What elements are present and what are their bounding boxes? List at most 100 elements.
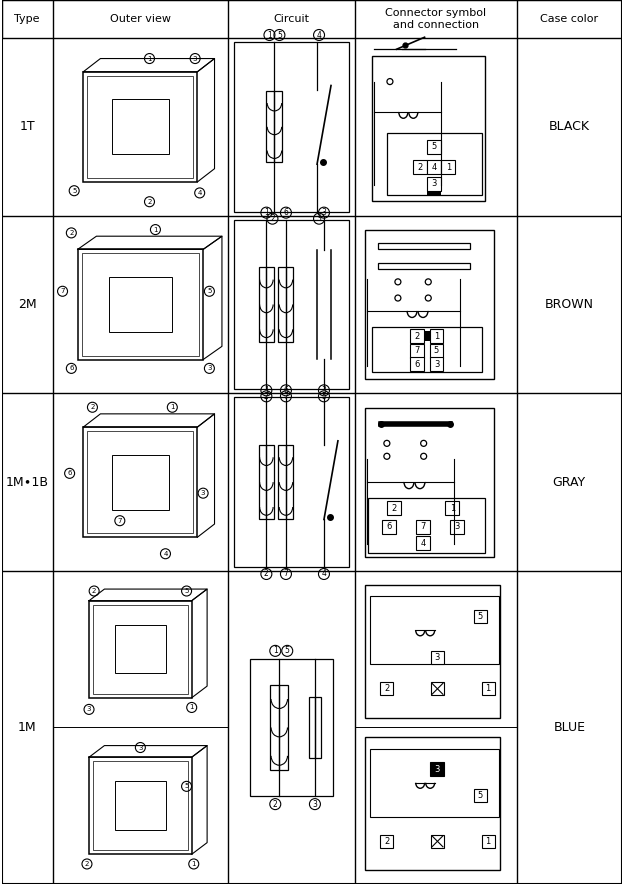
- Text: 3: 3: [201, 490, 205, 496]
- Bar: [414, 160, 427, 174]
- Bar: [416, 537, 430, 551]
- Bar: [427, 140, 442, 154]
- Text: 4: 4: [322, 569, 327, 578]
- Text: 4: 4: [432, 163, 437, 171]
- Text: 1M: 1M: [18, 721, 37, 734]
- Text: 3: 3: [454, 522, 460, 531]
- Bar: [410, 357, 424, 371]
- Bar: [279, 267, 294, 342]
- Bar: [410, 344, 424, 358]
- Text: 5: 5: [478, 612, 483, 621]
- Text: 3: 3: [322, 208, 327, 217]
- Bar: [430, 329, 443, 343]
- Bar: [450, 520, 464, 534]
- Bar: [431, 651, 444, 664]
- Text: 7: 7: [118, 518, 122, 523]
- Text: 3: 3: [432, 179, 437, 188]
- Text: 1T: 1T: [19, 120, 35, 133]
- Bar: [270, 685, 289, 770]
- Bar: [234, 219, 350, 389]
- Text: 5: 5: [285, 646, 290, 655]
- Bar: [410, 329, 424, 343]
- Text: 2: 2: [85, 861, 89, 867]
- Text: 5: 5: [184, 588, 188, 594]
- Text: 6: 6: [414, 360, 420, 369]
- Text: 2: 2: [69, 230, 73, 236]
- Bar: [378, 243, 470, 249]
- Bar: [83, 72, 197, 182]
- Text: 1: 1: [450, 504, 455, 513]
- Bar: [279, 445, 294, 520]
- Bar: [431, 834, 444, 848]
- Bar: [83, 427, 197, 537]
- Text: 6: 6: [284, 385, 289, 395]
- Text: 4: 4: [420, 539, 426, 548]
- Bar: [89, 601, 192, 697]
- Text: 2M: 2M: [18, 298, 37, 311]
- Text: 3: 3: [207, 365, 211, 371]
- Text: 3: 3: [193, 56, 197, 62]
- Text: 3: 3: [435, 652, 440, 661]
- Bar: [442, 160, 455, 174]
- Text: 5: 5: [207, 288, 211, 294]
- Text: 1: 1: [267, 31, 272, 40]
- Text: 1: 1: [192, 861, 196, 867]
- Bar: [378, 263, 470, 269]
- Text: Case color: Case color: [541, 14, 598, 24]
- Text: 1: 1: [264, 385, 269, 395]
- Bar: [427, 160, 442, 174]
- Text: BLACK: BLACK: [549, 120, 590, 133]
- Text: 5: 5: [434, 347, 439, 355]
- Bar: [93, 761, 188, 850]
- Bar: [259, 267, 274, 342]
- Bar: [381, 834, 393, 848]
- Text: 1: 1: [485, 837, 491, 846]
- Text: 6: 6: [69, 365, 73, 371]
- Bar: [381, 682, 393, 696]
- Bar: [112, 99, 169, 155]
- Text: 1: 1: [153, 226, 157, 232]
- Text: 5: 5: [322, 392, 327, 400]
- Bar: [365, 408, 494, 557]
- Text: 2: 2: [384, 684, 389, 693]
- Text: 1: 1: [264, 208, 269, 217]
- Text: 1: 1: [273, 646, 277, 655]
- Bar: [78, 249, 203, 360]
- Text: 1: 1: [485, 684, 491, 693]
- Bar: [371, 56, 485, 202]
- Text: Type: Type: [14, 14, 40, 24]
- Text: 7: 7: [60, 288, 65, 294]
- Bar: [365, 584, 500, 718]
- Bar: [427, 191, 442, 194]
- Text: 6: 6: [387, 522, 392, 531]
- Bar: [387, 133, 482, 194]
- Text: 1: 1: [190, 705, 194, 711]
- Text: 5: 5: [72, 187, 77, 194]
- Bar: [81, 254, 199, 355]
- Text: 6: 6: [67, 470, 72, 476]
- Text: 2: 2: [418, 163, 423, 171]
- Bar: [416, 520, 430, 534]
- Text: 3: 3: [317, 214, 322, 223]
- Text: BROWN: BROWN: [545, 298, 594, 311]
- Bar: [370, 749, 499, 817]
- Text: 1: 1: [446, 163, 451, 171]
- Text: 1: 1: [170, 404, 175, 410]
- Text: 5: 5: [277, 31, 282, 40]
- Bar: [266, 91, 282, 163]
- Bar: [430, 357, 443, 371]
- Bar: [445, 501, 459, 515]
- Text: GRAY: GRAY: [553, 476, 586, 489]
- Bar: [109, 277, 172, 332]
- Bar: [424, 332, 430, 341]
- Bar: [250, 659, 333, 796]
- Text: 1M∙1B: 1M∙1B: [6, 476, 49, 489]
- Bar: [112, 454, 169, 510]
- Text: 7: 7: [420, 522, 426, 531]
- Bar: [114, 625, 166, 674]
- Bar: [87, 76, 193, 178]
- Text: 2: 2: [273, 800, 277, 809]
- Text: 5: 5: [184, 783, 188, 789]
- Text: 3: 3: [138, 744, 142, 751]
- Text: 1: 1: [434, 332, 439, 340]
